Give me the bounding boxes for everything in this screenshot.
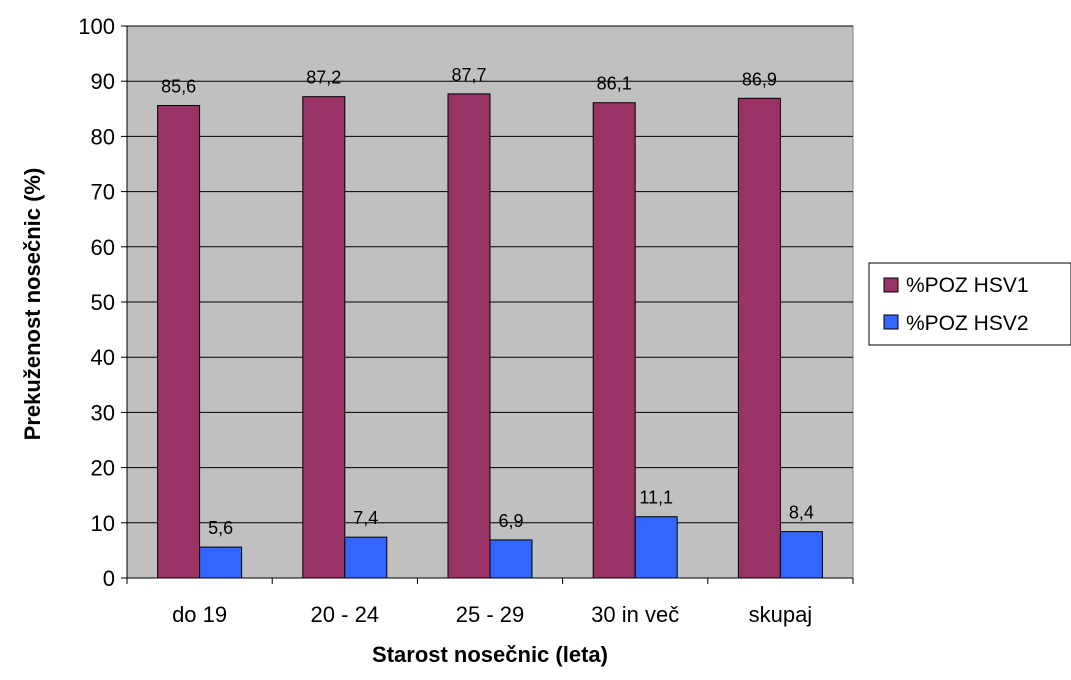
legend-label-hsv1: %POZ HSV1 bbox=[906, 274, 1029, 297]
y-tick-label: 90 bbox=[91, 69, 115, 94]
y-tick-label: 40 bbox=[91, 345, 115, 370]
x-tick-label: skupaj bbox=[749, 602, 813, 627]
axes: 0 10 20 30 40 50 60 70 80 90 100 do 19 20 - 24 25 - 2… bbox=[78, 14, 854, 627]
data-label: 7,4 bbox=[353, 508, 378, 528]
legend-box bbox=[868, 262, 1071, 346]
legend-label-hsv2: %POZ HSV2 bbox=[906, 312, 1029, 335]
bar-hsv2 bbox=[489, 539, 533, 579]
x-tick-label: do 19 bbox=[172, 602, 227, 627]
bar-hsv1 bbox=[302, 96, 346, 579]
data-label: 11,1 bbox=[639, 488, 673, 508]
data-label: 87,7 bbox=[451, 65, 486, 85]
bar-hsv2 bbox=[634, 516, 678, 579]
y-tick-label: 100 bbox=[78, 14, 115, 39]
y-tick-label: 70 bbox=[91, 180, 115, 205]
data-label: 86,1 bbox=[597, 74, 632, 94]
y-tick-label: 20 bbox=[91, 456, 115, 481]
legend-swatch-hsv1 bbox=[883, 277, 899, 293]
y-tick-label: 0 bbox=[103, 566, 115, 591]
y-tick-label: 60 bbox=[91, 235, 115, 260]
data-labels: 85,6 5,6 87,2 7,4 87,7 6,9 86,1 11,1 86,9 8,4 bbox=[161, 65, 814, 538]
bars bbox=[157, 93, 823, 579]
x-axis-title: Starost nosečnic (leta) bbox=[372, 642, 608, 667]
y-axis-title: Prekuženost nosečnic (%) bbox=[20, 168, 45, 441]
bar-hsv1 bbox=[737, 97, 781, 579]
x-tick-label: 25 - 29 bbox=[456, 602, 525, 627]
x-tick-label: 30 in več bbox=[591, 602, 679, 627]
bar-hsv1 bbox=[592, 102, 636, 579]
data-label: 87,2 bbox=[306, 68, 341, 88]
data-label: 8,4 bbox=[789, 503, 814, 523]
legend: %POZ HSV1 %POZ HSV2 bbox=[868, 262, 1071, 346]
data-label: 85,6 bbox=[161, 76, 196, 96]
bar-hsv2 bbox=[199, 546, 243, 579]
data-label: 6,9 bbox=[498, 511, 523, 531]
x-tick-label: 20 - 24 bbox=[311, 602, 380, 627]
data-label: 86,9 bbox=[742, 69, 777, 89]
y-tick-label: 10 bbox=[91, 511, 115, 536]
y-tick-label: 80 bbox=[91, 124, 115, 149]
bar-hsv2 bbox=[779, 531, 823, 579]
legend-swatch-hsv2 bbox=[883, 314, 899, 330]
bar-hsv1 bbox=[447, 93, 491, 579]
data-label: 5,6 bbox=[208, 518, 233, 538]
bar-hsv2 bbox=[344, 536, 388, 579]
y-tick-label: 30 bbox=[91, 400, 115, 425]
bar-hsv1 bbox=[157, 104, 201, 579]
y-tick-label: 50 bbox=[91, 290, 115, 315]
